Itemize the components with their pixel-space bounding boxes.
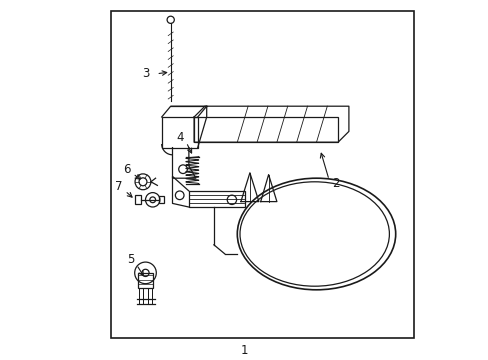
Text: 7: 7 [115, 180, 122, 193]
Bar [188, 191, 244, 207]
Bar [159, 196, 164, 203]
Text: 6: 6 [122, 163, 130, 176]
Text: 2: 2 [332, 177, 339, 190]
Text: 3: 3 [142, 67, 149, 80]
Text: 5: 5 [127, 253, 135, 266]
Bar [134, 195, 141, 204]
Bar [162, 117, 197, 148]
Text: 4: 4 [176, 131, 184, 144]
Bar [194, 117, 337, 142]
Text: 1: 1 [240, 345, 248, 357]
Bar [137, 273, 153, 288]
Bar [111, 11, 413, 338]
